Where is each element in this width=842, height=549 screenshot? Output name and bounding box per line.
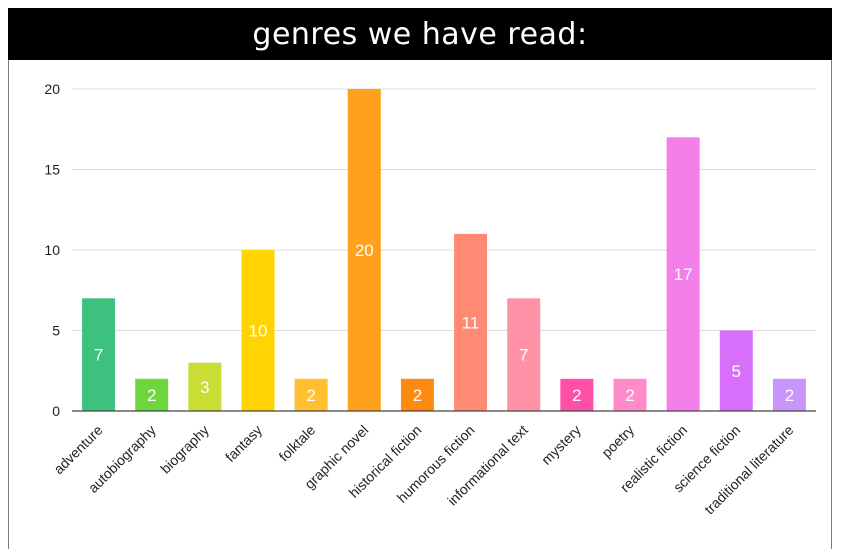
- bar: [400, 378, 434, 411]
- category-label: biography: [157, 422, 212, 477]
- category-label: poetry: [598, 422, 637, 461]
- bar: [135, 378, 169, 411]
- bar: [82, 298, 116, 411]
- category-label: folktale: [276, 422, 319, 465]
- bar: [507, 298, 541, 411]
- data-label: 10: [249, 322, 268, 341]
- y-tick-label: 20: [44, 81, 60, 97]
- bar: [560, 378, 594, 411]
- data-label: 2: [147, 386, 156, 405]
- y-tick-label: 15: [44, 162, 60, 178]
- data-label: 3: [200, 378, 209, 397]
- data-label: 2: [572, 386, 581, 405]
- data-label: 2: [413, 386, 422, 405]
- bar: [719, 330, 753, 411]
- data-label: 5: [732, 362, 741, 381]
- data-label: 7: [94, 346, 103, 365]
- bar: [241, 250, 275, 411]
- y-tick-label: 10: [44, 242, 60, 258]
- bar: [666, 137, 700, 412]
- category-label: fantasy: [222, 422, 265, 465]
- bar: [294, 378, 328, 411]
- y-tick-label: 5: [52, 323, 60, 339]
- data-label: 17: [674, 265, 693, 284]
- category-label: mystery: [538, 422, 584, 468]
- data-label: 20: [355, 241, 374, 260]
- chart-title: genres we have read:: [252, 16, 588, 52]
- data-label: 2: [785, 386, 794, 405]
- bar: [772, 378, 806, 411]
- title-bar: genres we have read:: [8, 8, 832, 60]
- category-label: traditional literature: [701, 422, 797, 518]
- bar: [188, 362, 222, 411]
- bar: [454, 233, 488, 411]
- category-label: adventure: [50, 422, 105, 477]
- data-label: 2: [625, 386, 634, 405]
- data-label: 2: [306, 386, 315, 405]
- bar: [613, 378, 647, 411]
- bar: [347, 89, 381, 411]
- data-label: 11: [462, 313, 480, 332]
- y-tick-label: 0: [52, 403, 60, 419]
- data-label: 7: [519, 346, 528, 365]
